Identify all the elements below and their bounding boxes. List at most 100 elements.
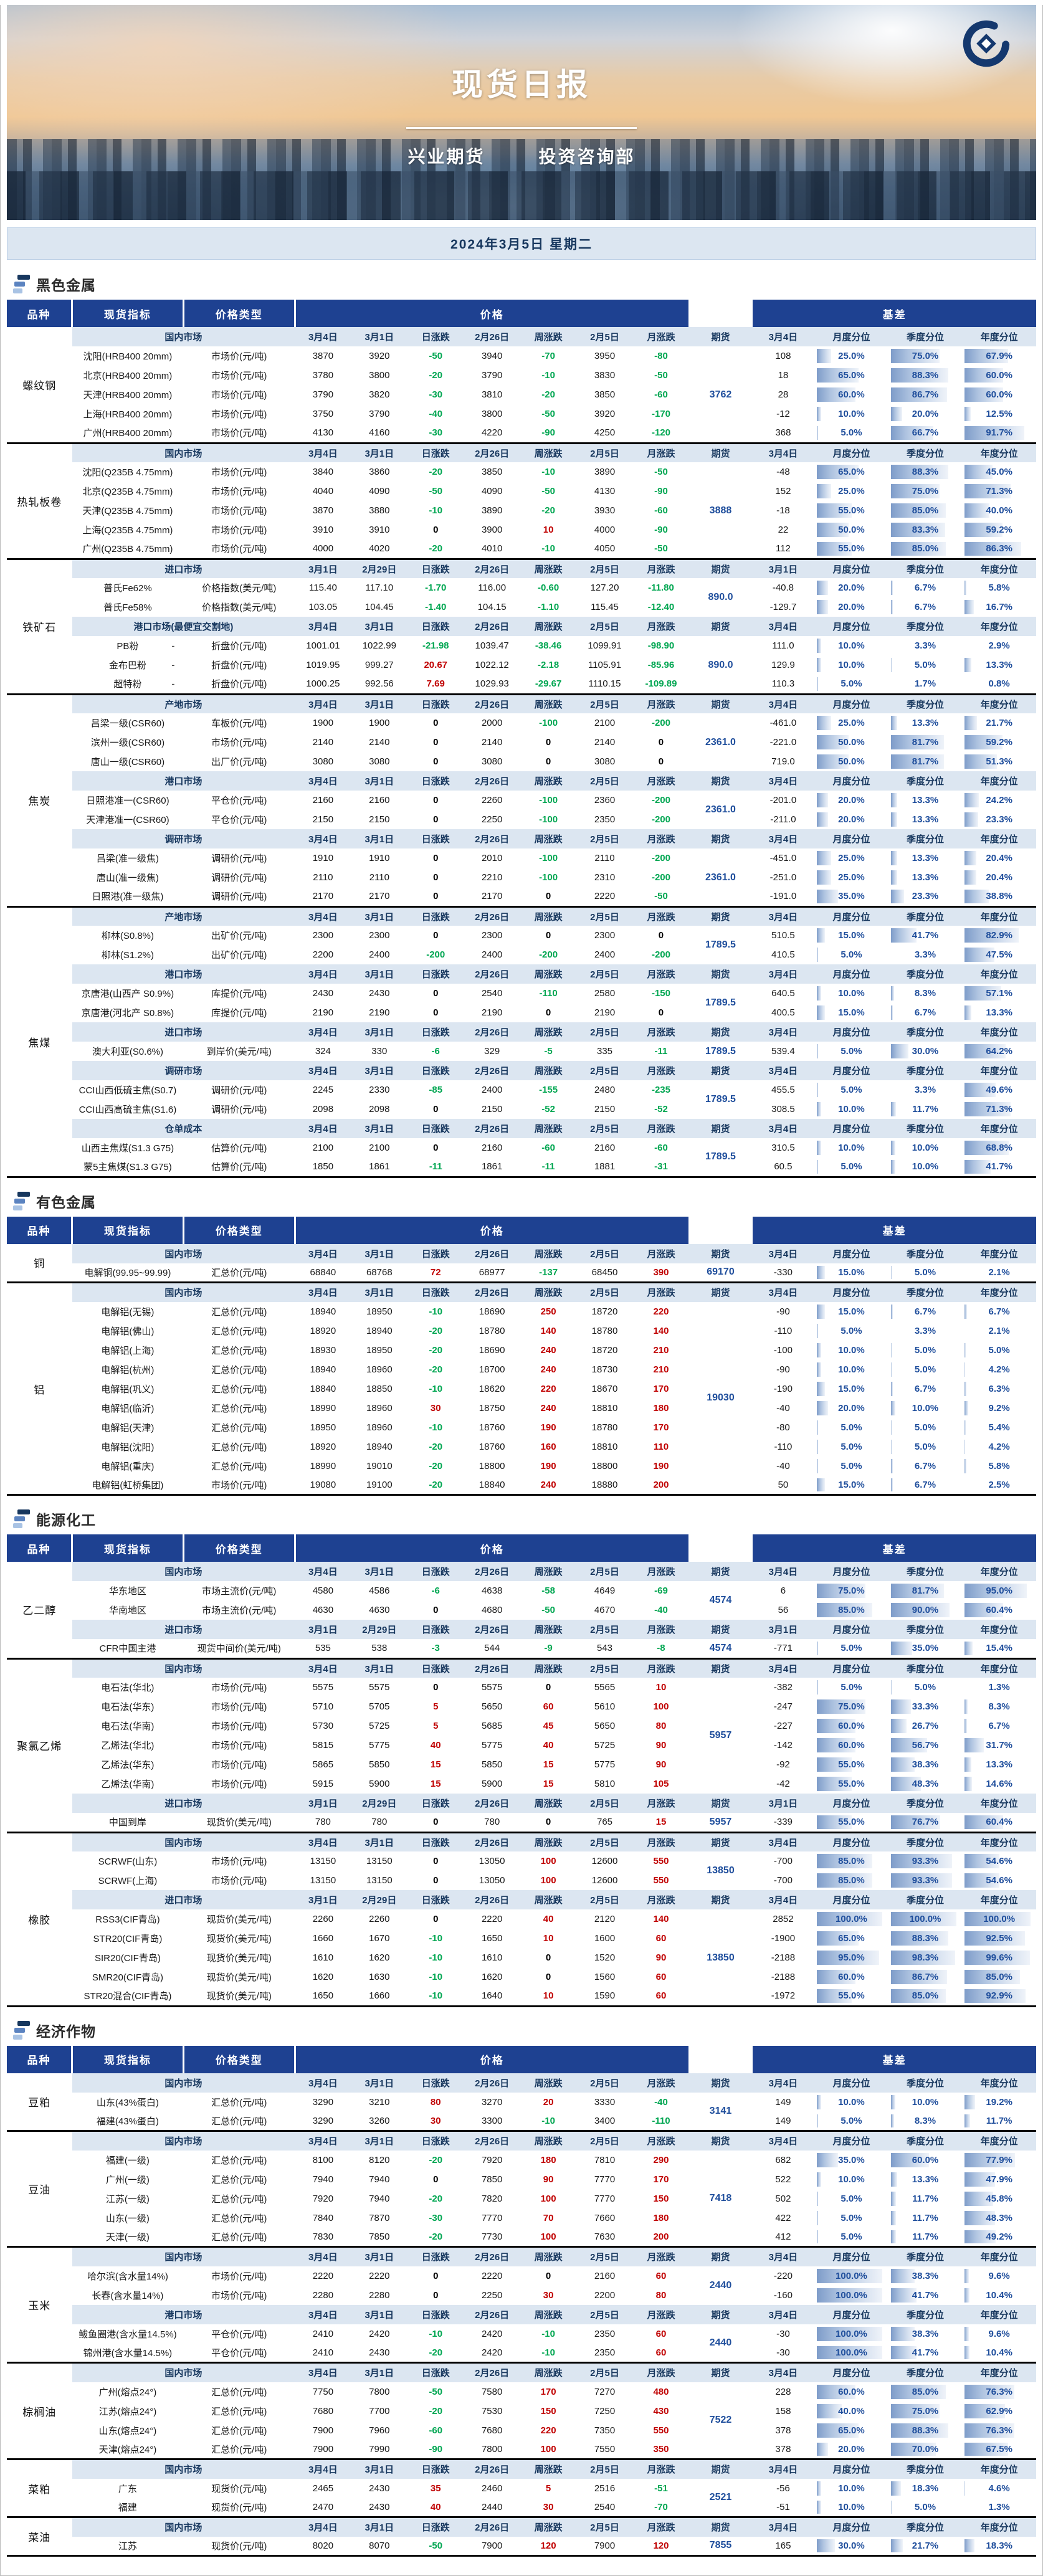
- price-cell: 18920: [295, 1437, 351, 1457]
- percentile-value: 5.0%: [841, 949, 862, 960]
- basis-cell: -110: [751, 1437, 815, 1457]
- change-cell: 210: [632, 1340, 690, 1360]
- change-cell: 0: [632, 926, 690, 945]
- price-type-cell: 市场主流价(元/吨): [183, 1600, 295, 1620]
- percentile-bar: [964, 523, 1003, 537]
- indicator-cell: STR20混合(CIF青岛): [72, 1987, 184, 2006]
- percentile-bar: [817, 639, 822, 653]
- price-cell: 3790: [464, 366, 520, 385]
- percentile-cell: 5.0%: [814, 1417, 888, 1437]
- change-cell: -10: [407, 1379, 464, 1399]
- indicator-cell: CFR中国主港: [72, 1639, 184, 1658]
- percentile-cell: 5.0%: [814, 1042, 888, 1061]
- price-cell: 2160: [576, 1138, 633, 1157]
- table-row: 电解铝(虹桥集团) 市场价(元/吨) 19080 19100 -20 18840 240 18…: [7, 1475, 1036, 1495]
- change-cell: 190: [520, 1456, 577, 1476]
- percentile-cell: 5.0%: [814, 2208, 888, 2228]
- col-header-futures-gap: [688, 300, 752, 327]
- percentile-value: 2.9%: [988, 640, 1010, 651]
- percentile-cell: 11.7%: [888, 2208, 963, 2228]
- percentile-value: 83.3%: [912, 525, 939, 535]
- price-cell: 18720: [576, 1301, 633, 1321]
- subheader-col-label: 年度分位: [962, 2516, 1036, 2537]
- indicator-cell: 吕梁(准一级焦): [72, 848, 184, 868]
- basis-cell: -30: [751, 2343, 815, 2363]
- percentile-value: 25.0%: [838, 351, 865, 361]
- percentile-value: 66.7%: [912, 427, 939, 439]
- subheader-col-label: 季度分位: [888, 2516, 963, 2537]
- subheader-col-label: 季度分位: [888, 442, 963, 462]
- indicator-cell: 澳大利亚(S0.6%): [72, 1042, 184, 1061]
- price-cell: 2460: [464, 2478, 520, 2498]
- price-cell: 3940: [464, 346, 520, 366]
- subheader-col-label: 周涨跌: [520, 1022, 577, 1042]
- percentile-bar: [817, 1738, 855, 1752]
- subheader-col-label: 3月1日: [351, 327, 408, 346]
- price-cell: 1861: [351, 1157, 408, 1177]
- percentile-cell: 10.0%: [814, 2169, 888, 2189]
- subheader-col-label: 2月5日: [576, 2516, 633, 2537]
- subheader-col-label: 季度分位: [888, 1562, 963, 1581]
- percentile-bar: [890, 1680, 892, 1694]
- percentile-bar: [817, 2442, 828, 2456]
- price-cell: 5900: [464, 1774, 520, 1794]
- subheader-col-label: 2月26日: [464, 2304, 520, 2324]
- price-cell: 3930: [576, 501, 633, 520]
- price-cell: 7940: [351, 2189, 408, 2208]
- futures-cell: [689, 2169, 752, 2189]
- change-cell: -30: [407, 2208, 464, 2228]
- price-cell: 1670: [351, 1929, 408, 1948]
- subheader-col-label: 季度分位: [888, 1657, 963, 1678]
- price-cell: 5850: [351, 1755, 408, 1774]
- price-type-cell: 汇总价(元/吨): [183, 1321, 295, 1341]
- percentile-value: 6.7%: [914, 1306, 936, 1317]
- commodity-table: 品种 现货指标 价格类型 价格 基差 豆粕 国内市场 3月4日 3月1日 日涨跌 2月26日 周涨跌 2…: [7, 2045, 1036, 2557]
- price-cell: 4000: [295, 539, 351, 559]
- change-cell: -6: [407, 1042, 464, 1061]
- percentile-value: 100.0%: [836, 2270, 867, 2281]
- change-cell: 0: [520, 733, 577, 752]
- basis-cell: -201.0: [751, 791, 815, 810]
- subheader-col-label: 季度分位: [888, 1061, 963, 1080]
- indicator-cell: 山东(熔点24°): [72, 2420, 184, 2440]
- percentile-cell: 100.0%: [814, 2285, 888, 2305]
- table-row: RSS3(CIF青岛) 现货价(美元/吨) 2260 2260 0 2220 40 2120 1…: [7, 1909, 1036, 1929]
- subheader-col-label: 年度分位: [962, 327, 1036, 346]
- subheader-col-label: 月涨跌: [632, 2516, 690, 2537]
- percentile-bar: [964, 465, 993, 479]
- percentile-value: 68.8%: [986, 1143, 1012, 1153]
- percentile-value: 6.7%: [914, 1479, 936, 1490]
- subheader-col-label: 月涨跌: [632, 1620, 690, 1639]
- subheader-col-label: 3月1日: [751, 1794, 815, 1813]
- subheader-col-label: 3月1日: [351, 1119, 408, 1138]
- percentile-cell: 60.0%: [814, 385, 888, 404]
- price-cell: 18950: [295, 1417, 351, 1437]
- percentile-bar: [890, 1439, 892, 1454]
- subheader-col-label: 年度分位: [962, 2362, 1036, 2382]
- section-title: 有色金属: [13, 1191, 1036, 1212]
- change-cell: -50: [632, 462, 690, 482]
- market-label: 国内市场: [72, 2130, 295, 2151]
- market-label: 仓单成本: [72, 1119, 295, 1138]
- percentile-cell: 10.0%: [888, 1398, 963, 1418]
- change-cell: -100: [520, 791, 577, 810]
- change-cell: 0: [632, 733, 690, 752]
- change-cell: 0: [407, 1678, 464, 1697]
- percentile-value: 55.0%: [838, 543, 865, 554]
- price-cell: 19080: [295, 1475, 351, 1495]
- price-cell: 18940: [295, 1359, 351, 1379]
- percentile-cell: 71.3%: [962, 1100, 1036, 1119]
- change-cell: -6: [407, 1581, 464, 1600]
- report-title: 现货日报: [452, 67, 591, 102]
- percentile-cell: 25.0%: [814, 713, 888, 733]
- subheader-col-label: 3月1日: [351, 2073, 408, 2093]
- subheader-col-label: 年度分位: [962, 1022, 1036, 1042]
- percentile-cell: 45.8%: [962, 2189, 1036, 2208]
- subheader-col-label: 月度分位: [814, 905, 888, 926]
- change-cell: 0: [407, 1003, 464, 1022]
- price-cell: 1900: [295, 713, 351, 733]
- percentile-cell: 2.1%: [962, 1263, 1036, 1283]
- subheader-col-label: 2月5日: [576, 2246, 633, 2266]
- percentile-value: 5.0%: [914, 1344, 936, 1356]
- percentile-bar: [817, 1873, 872, 1888]
